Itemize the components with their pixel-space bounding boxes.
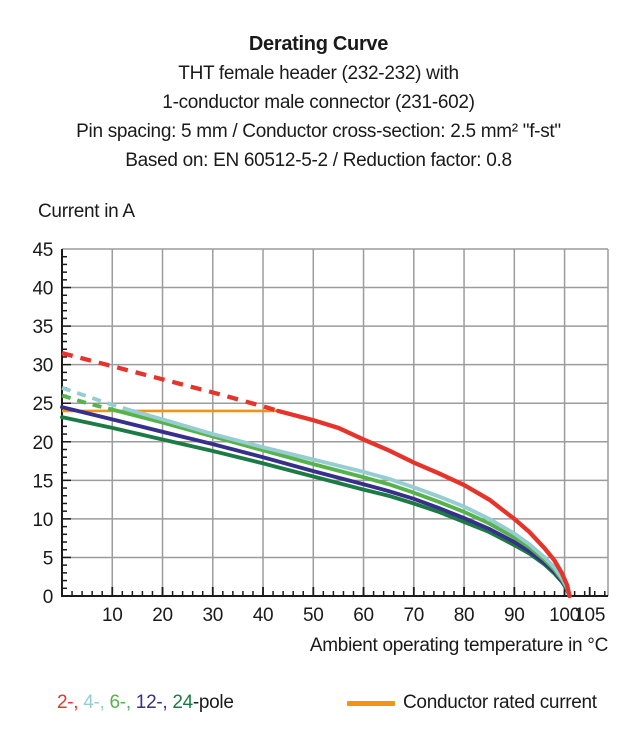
series-curves [60,351,572,599]
x-tick-label: 10 [102,605,123,626]
chart-subtitle-line-1: THT female header (232-232) with [178,63,459,84]
legend-part: 4-, [83,692,110,713]
x-tick-label: 90 [504,605,525,626]
legend-rated-swatch [347,700,395,706]
curve-2-pole-dashed [61,351,279,413]
x-tick-label: 80 [454,605,475,626]
chart-subtitle-line-4: Based on: EN 60512-5-2 / Reduction facto… [125,150,512,171]
axis-ticks [62,255,606,596]
x-tick-label: 40 [253,605,274,626]
y-tick-label: 15 [32,471,53,492]
y-tick-label: 10 [32,510,53,531]
y-tick-label: 5 [43,548,53,569]
legend-part: 24 [172,692,193,713]
legend-part: 12-, [135,692,173,713]
x-tick-label: 105 [574,605,605,626]
x-tick-label: 50 [303,605,324,626]
chart-subtitle-line-2: 1-conductor male connector (231-602) [162,92,475,113]
legend-part: -pole [192,692,234,713]
curve-24-pole [60,415,572,598]
y-axis-title: Current in A [38,201,135,222]
legend-part: 2-, [57,692,84,713]
curve-2-pole [275,408,572,599]
x-tick-label: 100 [549,605,580,626]
x-axis-title: Ambient operating temperature in °C [309,635,608,656]
curve-4-pole-dashed [61,385,133,413]
legend-rated: Conductor rated current [347,692,597,714]
chart-subtitle-line-3: Pin spacing: 5 mm / Conductor cross-sect… [76,121,561,142]
curve-6-pole-dashed [61,393,118,413]
y-tick-label: 30 [32,356,53,377]
y-tick-label: 0 [43,587,53,608]
y-tick-label: 45 [32,240,53,261]
x-tick-label: 30 [202,605,223,626]
chart-title: Derating Curve [248,33,389,55]
y-tick-label: 20 [32,433,53,454]
y-tick-label: 25 [32,394,53,415]
tick-labels: 0 5 10 15 20 25 30 35 40 45 10 20 30 40 50 60 70 80 90 1001… [32,240,605,626]
y-tick-label: 35 [32,317,53,338]
x-tick-label: 60 [353,605,374,626]
x-tick-label: 70 [404,605,425,626]
curve-4-pole [130,408,572,598]
y-tick-label: 40 [32,279,53,300]
legend-part: 6-, [109,692,136,713]
legend-pole-label: 2-, 4-, 6-, 12-, 24-pole [57,692,234,714]
chart-header: Derating Curve THT female header (232-23… [0,30,637,175]
x-tick-label: 20 [152,605,173,626]
legend-rated-label: Conductor rated current [403,692,597,713]
